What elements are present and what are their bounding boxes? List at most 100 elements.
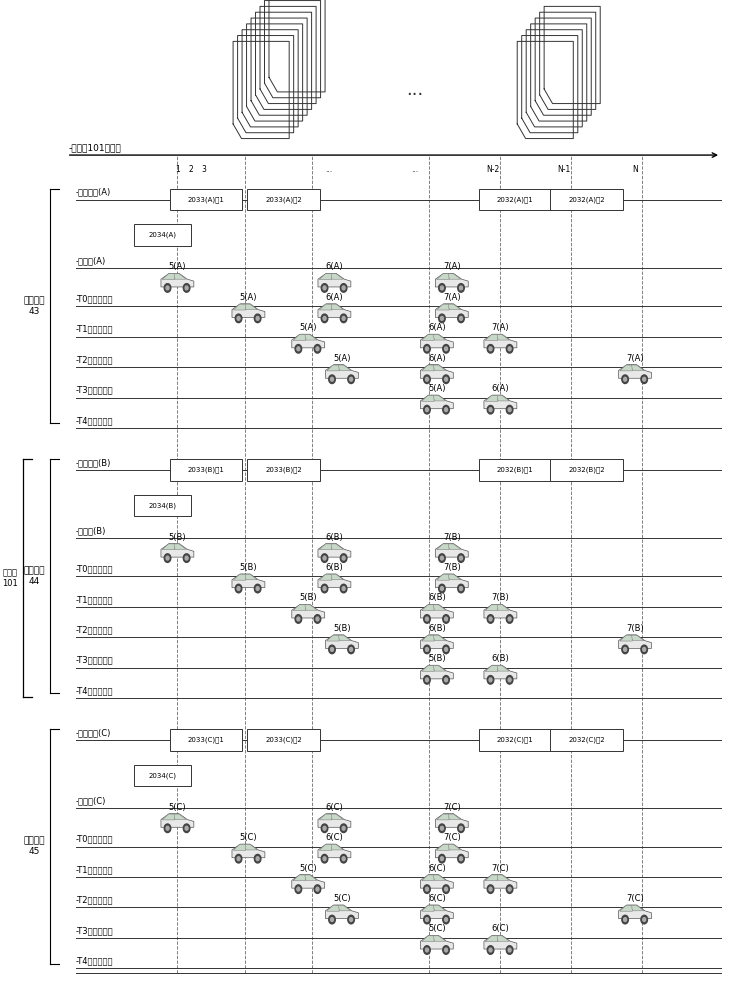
Circle shape bbox=[624, 377, 627, 381]
Text: 7(A): 7(A) bbox=[626, 354, 644, 363]
Circle shape bbox=[426, 647, 429, 651]
Text: -动态线(C): -动态线(C) bbox=[76, 797, 106, 806]
Text: 6(A): 6(A) bbox=[326, 293, 343, 302]
Text: -T4时车辆位置: -T4时车辆位置 bbox=[76, 956, 113, 965]
Circle shape bbox=[508, 678, 511, 682]
Circle shape bbox=[183, 284, 190, 292]
Polygon shape bbox=[318, 273, 351, 287]
Text: 5(B): 5(B) bbox=[299, 593, 317, 602]
Polygon shape bbox=[327, 365, 339, 371]
Polygon shape bbox=[422, 395, 434, 401]
Circle shape bbox=[423, 405, 430, 414]
Circle shape bbox=[348, 915, 355, 924]
Text: 2032(C)边1: 2032(C)边1 bbox=[497, 737, 534, 743]
Polygon shape bbox=[618, 635, 652, 648]
Polygon shape bbox=[420, 604, 454, 618]
Text: -虚拟线圈(A): -虚拟线圈(A) bbox=[76, 188, 111, 197]
Circle shape bbox=[438, 584, 445, 593]
FancyBboxPatch shape bbox=[169, 459, 242, 481]
Text: -T2时车辆位置: -T2时车辆位置 bbox=[76, 355, 113, 364]
Polygon shape bbox=[618, 905, 652, 919]
Circle shape bbox=[438, 554, 445, 562]
Circle shape bbox=[329, 915, 336, 924]
Circle shape bbox=[426, 408, 429, 412]
Circle shape bbox=[330, 918, 333, 922]
Circle shape bbox=[445, 887, 448, 891]
Circle shape bbox=[316, 347, 319, 351]
Text: -T4时车辆位置: -T4时车辆位置 bbox=[76, 686, 113, 695]
Polygon shape bbox=[243, 574, 257, 580]
Polygon shape bbox=[446, 544, 460, 549]
Polygon shape bbox=[420, 905, 454, 919]
Circle shape bbox=[443, 915, 449, 924]
Polygon shape bbox=[237, 36, 293, 133]
Circle shape bbox=[297, 887, 300, 891]
Polygon shape bbox=[629, 905, 644, 911]
Polygon shape bbox=[319, 304, 332, 310]
Circle shape bbox=[445, 377, 448, 381]
Text: 2032(A)边2: 2032(A)边2 bbox=[568, 196, 605, 203]
Circle shape bbox=[443, 676, 449, 684]
Polygon shape bbox=[437, 814, 449, 820]
Circle shape bbox=[254, 854, 261, 863]
Circle shape bbox=[340, 554, 347, 562]
Circle shape bbox=[316, 887, 319, 891]
Polygon shape bbox=[325, 635, 358, 648]
Circle shape bbox=[349, 647, 352, 651]
Polygon shape bbox=[260, 6, 316, 104]
Circle shape bbox=[423, 676, 430, 684]
Circle shape bbox=[349, 377, 352, 381]
Polygon shape bbox=[319, 544, 332, 550]
Text: -T0时车辆位置: -T0时车辆位置 bbox=[76, 835, 113, 844]
Circle shape bbox=[316, 617, 319, 621]
Text: 5(B): 5(B) bbox=[333, 624, 351, 633]
Text: 2034(B): 2034(B) bbox=[148, 502, 176, 509]
Circle shape bbox=[237, 587, 240, 590]
Circle shape bbox=[489, 887, 492, 891]
Circle shape bbox=[314, 885, 321, 893]
Polygon shape bbox=[431, 905, 446, 911]
Circle shape bbox=[457, 314, 464, 323]
Text: -摄像机101图像帧: -摄像机101图像帧 bbox=[68, 143, 121, 152]
Polygon shape bbox=[420, 665, 454, 679]
Polygon shape bbox=[327, 635, 339, 641]
Polygon shape bbox=[336, 365, 351, 370]
Polygon shape bbox=[435, 844, 468, 858]
Text: N-1: N-1 bbox=[557, 165, 571, 174]
Polygon shape bbox=[437, 274, 449, 280]
Circle shape bbox=[423, 645, 430, 654]
Circle shape bbox=[438, 284, 445, 292]
Circle shape bbox=[507, 405, 513, 414]
Text: 6(A): 6(A) bbox=[428, 323, 445, 332]
Circle shape bbox=[235, 854, 242, 863]
Polygon shape bbox=[431, 875, 446, 880]
Circle shape bbox=[489, 948, 492, 952]
Polygon shape bbox=[484, 604, 517, 618]
Circle shape bbox=[443, 405, 449, 414]
Circle shape bbox=[166, 556, 169, 560]
Polygon shape bbox=[318, 844, 351, 858]
Circle shape bbox=[507, 946, 513, 954]
Polygon shape bbox=[242, 30, 298, 127]
Circle shape bbox=[237, 857, 240, 861]
Circle shape bbox=[489, 408, 492, 412]
Circle shape bbox=[445, 408, 448, 412]
Polygon shape bbox=[293, 335, 305, 340]
Text: 左转车道
45: 左转车道 45 bbox=[23, 837, 45, 856]
Circle shape bbox=[508, 887, 511, 891]
Circle shape bbox=[460, 587, 463, 590]
Text: 6(A): 6(A) bbox=[326, 262, 343, 271]
Circle shape bbox=[256, 316, 259, 320]
Text: -T3时车辆位置: -T3时车辆位置 bbox=[76, 386, 113, 395]
Polygon shape bbox=[292, 604, 324, 618]
FancyBboxPatch shape bbox=[134, 495, 191, 516]
Text: 6(C): 6(C) bbox=[428, 864, 446, 873]
Circle shape bbox=[295, 615, 302, 623]
Text: 5(C): 5(C) bbox=[428, 924, 445, 933]
Polygon shape bbox=[234, 304, 246, 310]
Circle shape bbox=[441, 286, 444, 290]
Circle shape bbox=[460, 286, 463, 290]
Polygon shape bbox=[494, 605, 510, 610]
Circle shape bbox=[426, 918, 429, 922]
Circle shape bbox=[487, 615, 494, 623]
